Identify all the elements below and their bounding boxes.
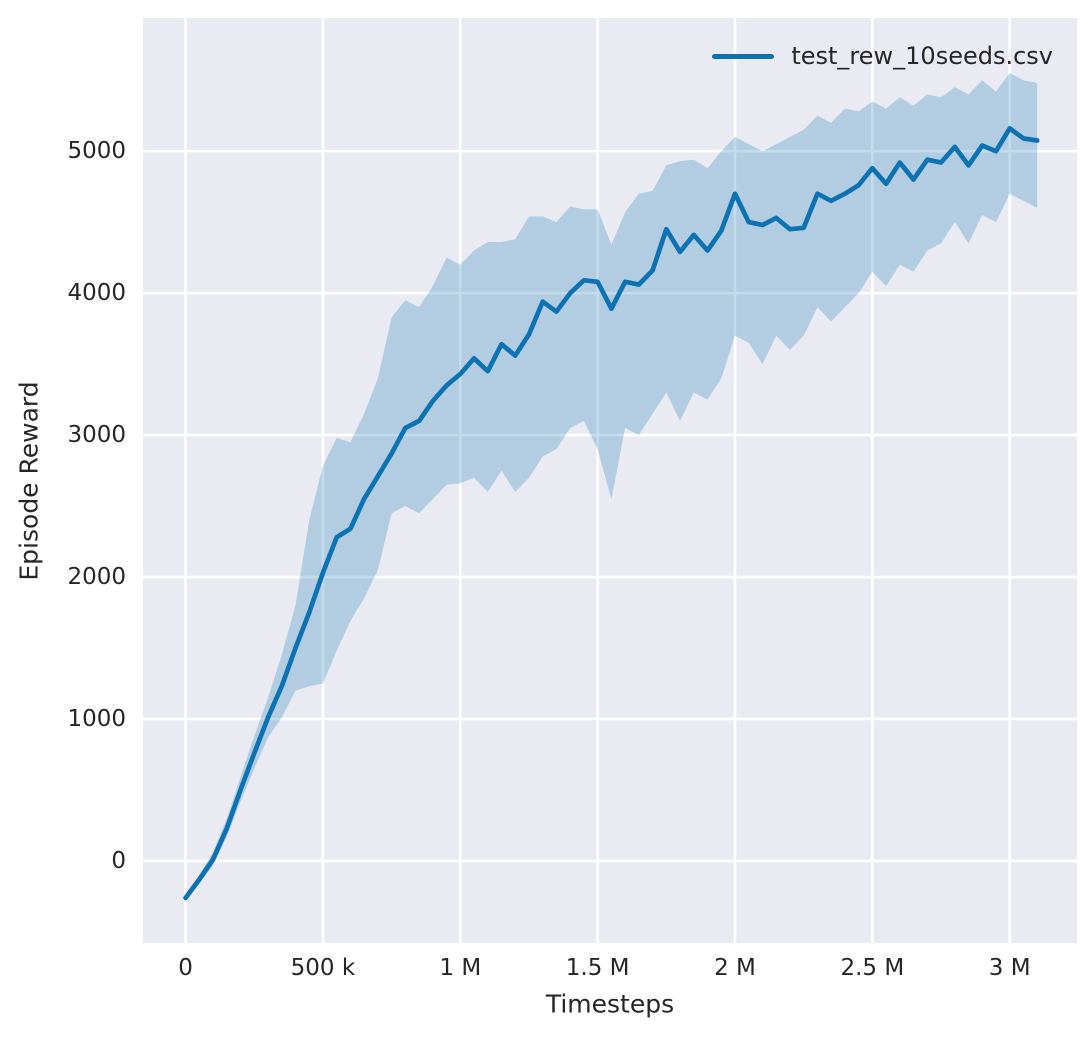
legend: test_rew_10seeds.csv [712, 42, 1053, 70]
y-tick-label: 1000 [67, 705, 126, 732]
y-tick-label: 0 [111, 847, 126, 874]
x-tick-label: 1 M [439, 955, 482, 981]
y-tick-label: 3000 [67, 422, 126, 449]
plot-area: test_rew_10seeds.csv [143, 18, 1077, 943]
x-axis-label: Timesteps [545, 989, 675, 1019]
x-tick-label: 2.5 M [840, 955, 905, 981]
chart-canvas [143, 18, 1077, 943]
x-tick-label: 500 k [290, 955, 356, 981]
y-tick-label: 5000 [67, 138, 126, 165]
x-tick-label: 1.5 M [565, 955, 630, 981]
x-tick-label: 2 M [714, 955, 756, 981]
x-tick-label: 3 M [988, 955, 1031, 981]
y-axis-label: Episode Reward [14, 381, 44, 581]
x-tick-label: 0 [178, 955, 193, 981]
y-tick-label: 2000 [67, 564, 126, 591]
y-tick-label: 4000 [67, 280, 126, 307]
legend-label: test_rew_10seeds.csv [791, 42, 1053, 70]
legend-line-sample [712, 53, 775, 59]
